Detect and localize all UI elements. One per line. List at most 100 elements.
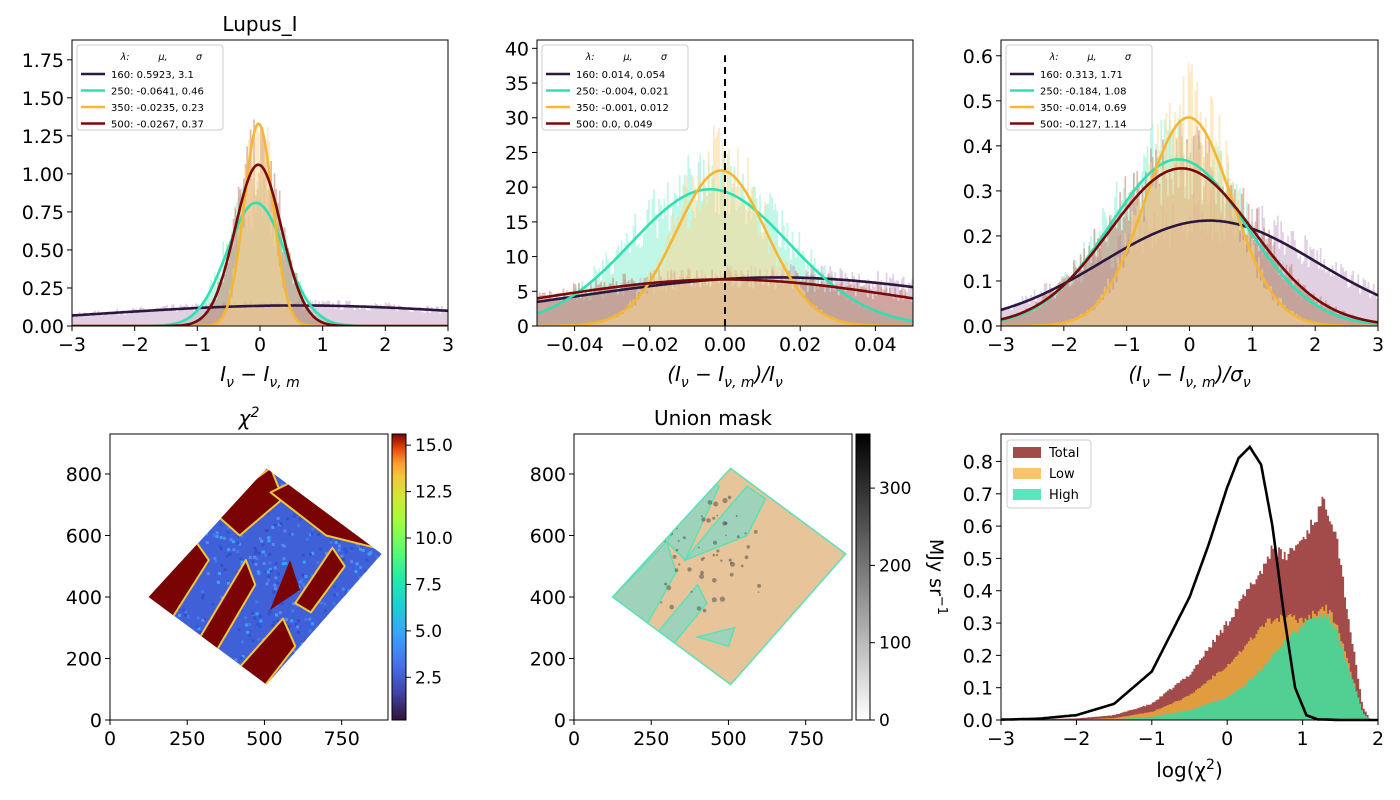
chi2-pixel bbox=[345, 702, 348, 705]
legend-label: 500: -0.127, 1.14 bbox=[1040, 120, 1127, 131]
chi2-pixel bbox=[160, 450, 163, 453]
chi2-pixel bbox=[142, 712, 145, 715]
chi2-pixel bbox=[350, 669, 354, 673]
chi2-pixel bbox=[356, 451, 359, 454]
chi2-pixel bbox=[351, 528, 355, 532]
legend-label: 500: 0.0, 0.049 bbox=[576, 120, 653, 131]
chi2-pixel bbox=[336, 634, 340, 638]
chi2-pixel bbox=[374, 696, 377, 699]
legend-label: 350: -0.001, 0.012 bbox=[576, 103, 669, 114]
chi2-pixel bbox=[121, 440, 124, 443]
chi2-pixel bbox=[148, 670, 152, 674]
chi2-pixel bbox=[201, 596, 204, 600]
chi2-pixel bbox=[198, 643, 202, 647]
chi2-pixel bbox=[247, 716, 250, 719]
dense-core bbox=[740, 564, 744, 568]
chi2-pixel bbox=[251, 559, 255, 563]
chi2-pixel bbox=[277, 472, 281, 476]
dense-core bbox=[757, 583, 762, 588]
chi2-pixel bbox=[265, 460, 268, 463]
chi2-pixel bbox=[231, 438, 234, 441]
chi2-pixel bbox=[253, 546, 257, 550]
y-tick-label: 0.75 bbox=[22, 202, 64, 224]
legend-label: 250: -0.004, 0.021 bbox=[576, 87, 669, 98]
chi2-pixel bbox=[157, 715, 160, 718]
y-tick-label: 1.50 bbox=[22, 88, 64, 110]
dense-core bbox=[687, 567, 692, 572]
chi2-pixel bbox=[304, 639, 308, 643]
chi2-pixel bbox=[220, 509, 224, 513]
chi2-pixel bbox=[178, 458, 181, 461]
chi2-pixel bbox=[301, 573, 305, 577]
chi2-pixel bbox=[173, 638, 177, 642]
chi2-pixel bbox=[173, 662, 177, 666]
chi2-pixel bbox=[175, 674, 179, 678]
chi2-pixel bbox=[259, 700, 262, 703]
chi2-pixel bbox=[163, 693, 166, 696]
chi2-pixel bbox=[363, 585, 367, 589]
chi2-pixel bbox=[153, 551, 157, 555]
chi2-pixel bbox=[155, 714, 158, 717]
chi2-pixel bbox=[170, 689, 173, 692]
chi2-pixel bbox=[237, 663, 241, 667]
panel-chi2-map: 0 250 500 750 0 200 400 600 800 χ2 2.5 5.0 7.5 10.0 12… bbox=[66, 405, 453, 750]
chi2-pixel bbox=[120, 623, 123, 626]
chi2-pixel bbox=[333, 585, 337, 589]
chi2-pixel bbox=[340, 513, 344, 517]
chi2-pixel bbox=[336, 610, 340, 614]
colorbar-tick-label: 100 bbox=[879, 634, 911, 654]
colorbar-gradient bbox=[855, 433, 871, 721]
chi2-pixel bbox=[241, 678, 244, 682]
chi2-pixel bbox=[239, 453, 242, 456]
chi2-pixel bbox=[338, 544, 341, 548]
chi2-pixel bbox=[369, 660, 373, 664]
chi2-pixel bbox=[342, 680, 346, 684]
y-tick-label: 35 bbox=[505, 73, 529, 95]
chi2-pixel bbox=[322, 662, 326, 666]
chi2-pixel bbox=[316, 533, 320, 536]
chi2-pixel bbox=[314, 640, 317, 644]
chi2-pixel bbox=[368, 645, 372, 649]
chi2-pixel bbox=[320, 478, 324, 481]
chi2-pixel bbox=[120, 696, 123, 699]
chi2-pixel bbox=[309, 671, 312, 675]
dense-core bbox=[698, 496, 700, 499]
chi2-pixel bbox=[240, 473, 244, 476]
chi2-pixel bbox=[278, 670, 282, 674]
chi2-pixel bbox=[268, 552, 272, 556]
chi2-pixel bbox=[246, 708, 249, 711]
chi2-pixel bbox=[134, 494, 137, 497]
chi2-pixel bbox=[151, 605, 154, 609]
x-label-main: log(χ bbox=[1156, 758, 1206, 782]
dense-core bbox=[660, 601, 663, 604]
chi2-pixel bbox=[354, 464, 357, 467]
chi2-pixel bbox=[165, 710, 168, 713]
chi2-pixel bbox=[129, 594, 132, 597]
chi2-pixel bbox=[171, 628, 175, 632]
plot-area bbox=[72, 119, 448, 326]
chi2-pixel bbox=[145, 592, 148, 595]
chi2-pixel bbox=[344, 644, 348, 647]
chi2-pixel bbox=[362, 495, 366, 499]
chi2-pixel bbox=[148, 560, 150, 563]
chi2-pixel bbox=[302, 700, 305, 703]
chi2-pixel bbox=[382, 559, 385, 562]
chi2-pixel bbox=[161, 519, 165, 523]
chi2-pixel bbox=[152, 586, 156, 590]
chi2-pixel bbox=[277, 457, 280, 460]
chi2-pixel bbox=[185, 540, 189, 544]
x-tick-label: 500 bbox=[710, 728, 746, 750]
chi2-pixel bbox=[296, 681, 300, 685]
chi2-pixel bbox=[146, 543, 149, 546]
chi2-pixel bbox=[360, 681, 364, 684]
chi2-pixel bbox=[342, 437, 345, 440]
chi2-pixel bbox=[230, 691, 233, 694]
chi2-pixel bbox=[177, 463, 180, 466]
panel-title: Lupus_I bbox=[222, 12, 297, 36]
chi2-pixel bbox=[286, 672, 290, 676]
chi2-pixel bbox=[134, 695, 137, 698]
chi2-pixel bbox=[132, 658, 135, 661]
y-tick-label: 400 bbox=[530, 587, 566, 609]
